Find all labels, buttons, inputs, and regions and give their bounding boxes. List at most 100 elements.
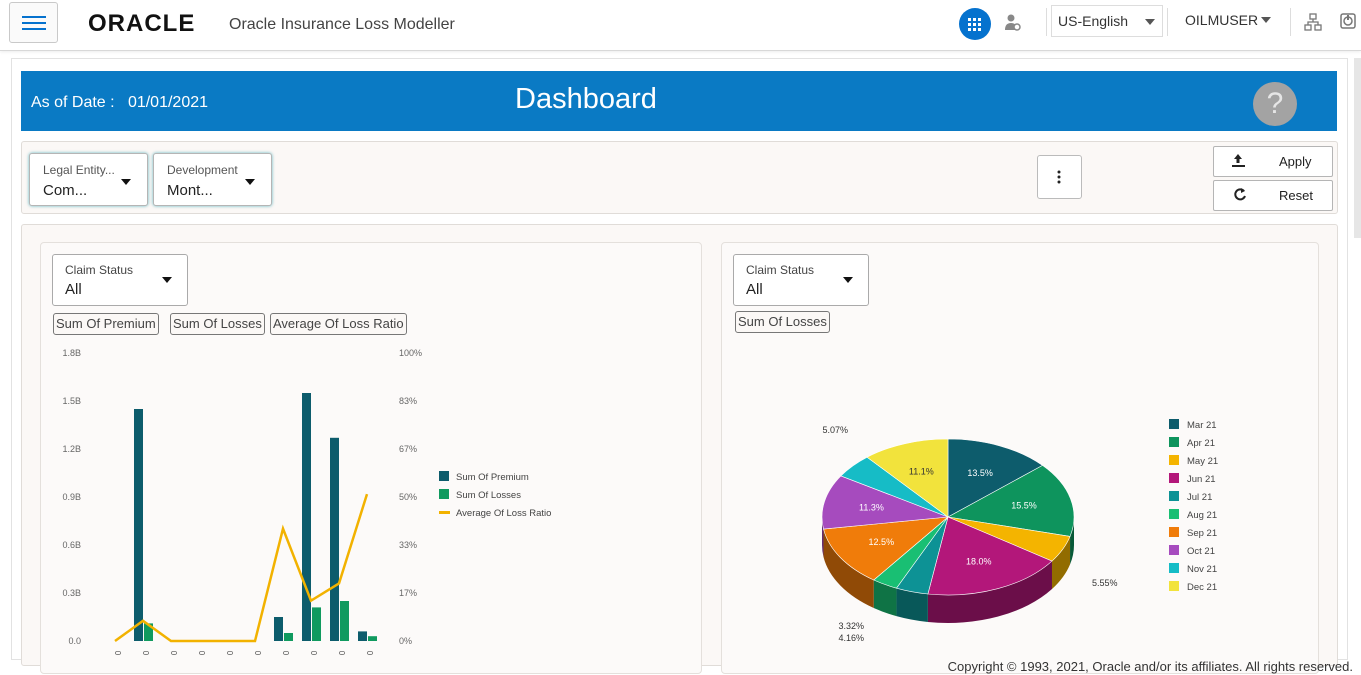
chevron-down-icon bbox=[1261, 17, 1271, 23]
user-settings-icon[interactable] bbox=[1004, 13, 1022, 38]
hamburger-icon-line bbox=[22, 28, 46, 30]
tag-sum-of-losses[interactable]: Sum Of Losses bbox=[170, 313, 265, 335]
pie-data-label: 11.3% bbox=[859, 502, 884, 512]
y-tick-label: 0.6B bbox=[62, 540, 81, 550]
development-select[interactable]: Development Mont... bbox=[153, 153, 272, 206]
bar-sum-of-premium bbox=[134, 409, 143, 641]
legend-swatch bbox=[1169, 581, 1179, 591]
claim-status-value: All bbox=[65, 281, 82, 298]
premium-losses-panel: Claim Status All Sum Of Premium Sum Of L… bbox=[40, 242, 702, 674]
hierarchy-icon[interactable] bbox=[1304, 13, 1322, 36]
more-options-button[interactable] bbox=[1037, 155, 1082, 199]
apply-label: Apply bbox=[1279, 154, 1312, 169]
as-of-value: 01/01/2021 bbox=[127, 94, 209, 111]
y-tick-label: 0.3B bbox=[62, 588, 81, 598]
tag-average-of-loss-ratio[interactable]: Average Of Loss Ratio bbox=[270, 313, 407, 335]
legend-swatch bbox=[1169, 437, 1179, 447]
grid-icon bbox=[968, 18, 981, 31]
language-select[interactable]: US-English bbox=[1051, 5, 1163, 37]
development-label: Development bbox=[167, 163, 238, 177]
legend-swatch bbox=[1169, 455, 1179, 465]
pie-side-aug-21 bbox=[873, 580, 897, 617]
bar-sum-of-premium bbox=[302, 393, 311, 641]
chevron-down-icon bbox=[121, 179, 131, 185]
hamburger-icon bbox=[22, 16, 46, 18]
legend-label: Sum Of Losses bbox=[456, 490, 521, 501]
claim-status-select-right[interactable]: Claim Status All bbox=[733, 254, 869, 306]
legend-label: Jul 21 bbox=[1187, 492, 1212, 503]
bar-sum-of-premium bbox=[274, 617, 283, 641]
y2-tick-label: 17% bbox=[399, 588, 417, 598]
legend-label: Oct 21 bbox=[1187, 546, 1215, 557]
app-grid-button[interactable] bbox=[959, 8, 991, 40]
pie-data-label: 3.32% bbox=[838, 621, 864, 631]
reset-button[interactable]: Reset bbox=[1213, 180, 1333, 211]
top-bar: ORACLE Oracle Insurance Loss Modeller US… bbox=[0, 0, 1361, 51]
legend-label: Average Of Loss Ratio bbox=[456, 508, 551, 519]
separator bbox=[1290, 8, 1291, 36]
x-tick-label: 0 bbox=[169, 651, 178, 656]
y-tick-label: 0.0 bbox=[68, 636, 81, 646]
x-tick-label: 0 bbox=[113, 651, 122, 656]
pie-slice-oct-21 bbox=[821, 475, 949, 530]
legend-label: Sum Of Premium bbox=[456, 472, 529, 483]
pie-data-label: 12.5% bbox=[869, 537, 895, 547]
line-average-of-loss-ratio bbox=[114, 493, 369, 643]
bar-sum-of-losses bbox=[368, 636, 377, 641]
as-of-date: As of Date : 01/01/2021 bbox=[31, 94, 208, 112]
legal-entity-value: Com... bbox=[43, 182, 88, 199]
logout-icon[interactable] bbox=[1339, 12, 1357, 35]
y2-tick-label: 83% bbox=[399, 396, 417, 406]
legend-label: Nov 21 bbox=[1187, 564, 1217, 575]
legend-swatch bbox=[1169, 509, 1179, 519]
y2-tick-label: 100% bbox=[399, 348, 422, 358]
user-menu[interactable]: OILMUSER bbox=[1185, 12, 1271, 28]
x-tick-label: 0 bbox=[225, 651, 234, 656]
chevron-down-icon bbox=[843, 277, 853, 283]
more-vertical-icon bbox=[1057, 170, 1061, 184]
pie-side-apr-21 bbox=[1070, 517, 1074, 565]
bar-sum-of-losses bbox=[340, 601, 349, 641]
legend-swatch bbox=[439, 511, 450, 514]
chevron-down-icon bbox=[245, 179, 255, 185]
losses-pie-chart: 13.5% 15.5% 5.55% 18.0% 4.16% 3.32% 12.5% 11.3%… bbox=[821, 419, 1218, 643]
bar-sum-of-losses bbox=[312, 607, 321, 641]
bar-sum-of-losses bbox=[284, 633, 293, 641]
tag-sum-of-losses[interactable]: Sum Of Losses bbox=[735, 311, 830, 333]
legend-label: Apr 21 bbox=[1187, 438, 1215, 449]
as-of-label: As of Date : bbox=[31, 94, 115, 111]
legend-label: Jun 21 bbox=[1187, 474, 1216, 485]
legend-swatch bbox=[1169, 473, 1179, 483]
oracle-logo: ORACLE bbox=[88, 10, 196, 37]
pie-data-label: 13.5% bbox=[967, 468, 993, 478]
legend-swatch bbox=[439, 489, 449, 499]
claim-status-select-left[interactable]: Claim Status All bbox=[52, 254, 188, 306]
legal-entity-select[interactable]: Legal Entity... Com... bbox=[29, 153, 148, 206]
tag-sum-of-premium[interactable]: Sum Of Premium bbox=[53, 313, 159, 335]
legend-swatch bbox=[1169, 419, 1179, 429]
legend-label: Aug 21 bbox=[1187, 510, 1217, 521]
x-tick-label: 0 bbox=[337, 651, 346, 656]
legend-swatch bbox=[1169, 563, 1179, 573]
charts-area: Claim Status All Sum Of Premium Sum Of L… bbox=[21, 224, 1338, 674]
menu-button[interactable] bbox=[9, 2, 58, 43]
upload-icon bbox=[1232, 154, 1245, 167]
x-tick-label: 0 bbox=[141, 651, 150, 656]
pie-slice-dec-21 bbox=[866, 438, 949, 518]
help-icon[interactable]: ? bbox=[1253, 82, 1297, 126]
page-title: Dashboard bbox=[515, 83, 657, 115]
pie-data-label: 4.16% bbox=[838, 633, 864, 643]
pie-side-oct-21 bbox=[822, 517, 824, 558]
claim-status-label: Claim Status bbox=[65, 263, 134, 277]
scrollbar[interactable] bbox=[1354, 58, 1361, 238]
pie-side-jul-21 bbox=[896, 588, 928, 623]
apply-button[interactable]: Apply bbox=[1213, 146, 1333, 177]
x-tick-label: 0 bbox=[309, 651, 318, 656]
legend-label: Sep 21 bbox=[1187, 528, 1217, 539]
pie-slice-mar-21 bbox=[947, 438, 1044, 518]
bar-sum-of-losses bbox=[144, 623, 153, 641]
bar-sum-of-premium bbox=[330, 437, 339, 641]
chevron-down-icon bbox=[162, 277, 172, 283]
pie-side-may-21 bbox=[1051, 536, 1071, 590]
pie-data-label: 5.55% bbox=[1092, 578, 1118, 588]
